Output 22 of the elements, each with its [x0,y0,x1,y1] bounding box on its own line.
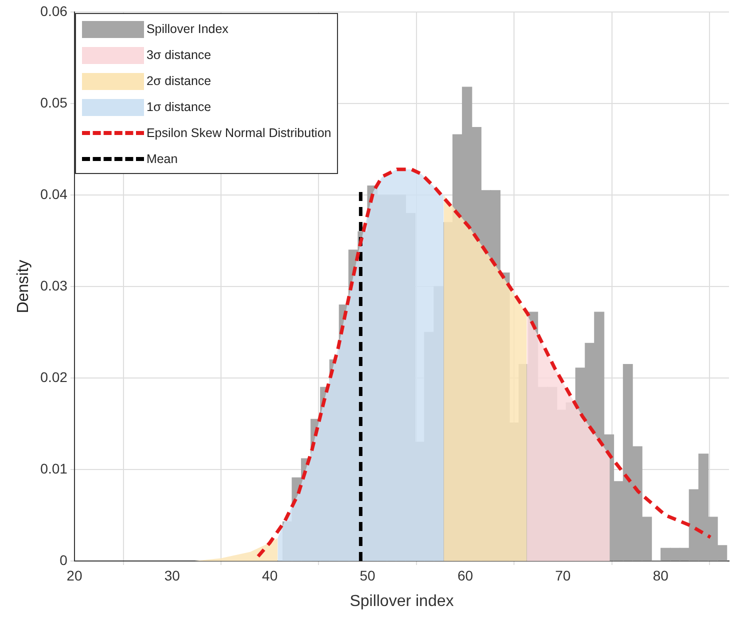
x-tick-label: 70 [555,567,571,584]
legend-label: Mean [146,152,178,166]
legend-label: Spillover Index [146,22,228,36]
y-axis-title: Density [15,260,32,314]
y-tick-label: 0.06 [40,2,68,19]
legend-label: 2σ distance [146,74,212,88]
x-tick-label: 40 [262,567,278,584]
y-tick-label: 0.01 [40,460,68,476]
x-tick-label: 30 [164,567,180,584]
x-tick-label: 80 [652,567,669,584]
y-tick-label: 0.03 [40,277,68,294]
legend-label: Epsilon Skew Normal Distribution [146,126,332,140]
y-tick-label: 0.04 [40,186,68,202]
x-tick-label: 60 [457,567,474,584]
legend-label: 3σ distance [146,48,212,62]
x-tick-label: 50 [360,567,376,584]
y-tick-label: 0.02 [40,368,68,385]
x-axis-title: Spillover index [350,592,454,610]
y-tick-label: 0.05 [40,94,68,110]
y-tick-label: 0 [60,552,68,568]
legend-label: 1σ distance [146,100,212,114]
x-tick-label: 20 [66,567,82,584]
